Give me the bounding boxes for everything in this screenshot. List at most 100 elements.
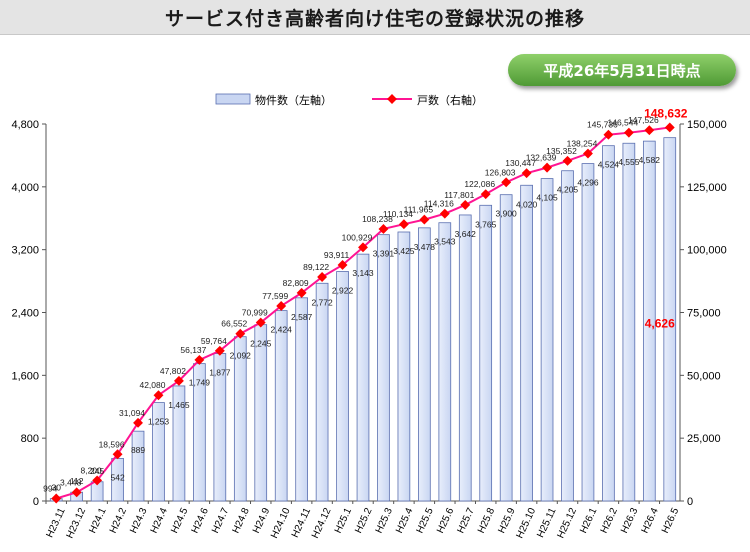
line-point (521, 168, 532, 179)
x-axis-tick-label: H26.5 (660, 506, 681, 535)
bar-data-label: 1,749 (189, 378, 211, 388)
bar (131, 430, 145, 502)
line-point (173, 375, 184, 386)
x-axis-tick-label: H24.7 (210, 506, 231, 535)
line-point (419, 214, 430, 225)
line-data-label: 59,764 (201, 336, 227, 346)
line-point (542, 162, 553, 173)
x-axis-tick-label: H23.12 (65, 506, 89, 540)
date-badge-text: 平成26年5月31日時点 (543, 62, 701, 80)
left-axis-tick-label: 4,000 (11, 182, 39, 194)
line-point (358, 242, 368, 253)
line-data-label: 146,544 (608, 118, 639, 128)
bar (172, 385, 186, 502)
line-data-label: 147,526 (628, 115, 659, 125)
x-axis-tick-label: H25.9 (496, 506, 517, 535)
x-axis-tick-label: H26.2 (599, 506, 620, 535)
bar (336, 271, 349, 502)
bar-data-label: 3,425 (393, 246, 415, 256)
x-axis-tick-label: H24.5 (169, 506, 190, 535)
line-data-label: 145,736 (587, 120, 618, 130)
line-point (337, 260, 348, 270)
bar-data-label: 245 (90, 466, 104, 476)
bar (642, 140, 656, 502)
line-data-label: 70,999 (242, 308, 268, 318)
bar (561, 170, 574, 502)
bar-data-label: 4,555 (618, 157, 640, 167)
line-point (235, 328, 246, 339)
x-axis-tick-label: H24.12 (310, 506, 334, 540)
bar-data-label: 1,877 (209, 368, 231, 378)
line-point (583, 148, 593, 159)
bar-data-label: 3,478 (414, 242, 436, 252)
bar-data-label: 2,922 (332, 286, 354, 296)
x-axis-tick-label: H24.9 (251, 506, 272, 535)
bar (295, 297, 308, 502)
line-series (51, 122, 675, 504)
right-axis-tick-label: 25,000 (687, 433, 721, 445)
line-data-label: 3,448 (60, 477, 82, 487)
line-data-label: 66,552 (221, 319, 247, 329)
bar (418, 227, 431, 502)
bar-data-label: 4,205 (557, 185, 579, 195)
legend-bar-swatch (215, 93, 251, 105)
bar-data-label: 2,245 (250, 339, 272, 349)
line-point (378, 224, 389, 234)
x-axis-tick-label: H25.1 (333, 506, 354, 535)
x-axis-tick-label: H25.12 (555, 506, 579, 540)
line-data-label: 42,080 (139, 380, 165, 390)
legend-bar-label: 物件数（左軸） (255, 93, 332, 107)
line-point (296, 287, 307, 298)
bar (315, 282, 329, 502)
bar-data-label: 3,900 (496, 209, 518, 219)
bar-data-label: 2,587 (291, 312, 313, 322)
x-axis-tick-label: H25.6 (435, 506, 456, 535)
bar (397, 231, 411, 502)
x-axis-tick-label: H26.4 (640, 506, 661, 535)
bar-data-label: 4,582 (639, 155, 661, 165)
bar (274, 310, 288, 502)
line-data-label: 130,447 (505, 158, 536, 168)
bar-data-label: 2,424 (271, 325, 293, 335)
left-axis-tick-label: 0 (33, 496, 39, 508)
right-axis-tick-label: 100,000 (687, 245, 727, 257)
x-axis-tick-label: H25.2 (353, 506, 374, 535)
right-axis-tick-label: 150,000 (687, 119, 727, 131)
line-data-label: 132,639 (526, 153, 557, 163)
bar (479, 204, 493, 502)
x-axis-tick-label: H25.4 (394, 506, 415, 535)
line-data-label: 31,094 (119, 408, 145, 418)
bar (233, 336, 247, 502)
bar-series (49, 137, 677, 502)
bar (152, 402, 165, 502)
right-axis-tick-label: 75,000 (687, 308, 721, 320)
line-data-label: 994 (43, 484, 57, 494)
bar (602, 145, 615, 502)
bar-data-label-latest: 4,626 (645, 317, 675, 331)
left-axis-tick-label: 3,200 (11, 245, 39, 257)
bar-data-label: 2,772 (311, 297, 333, 307)
date-badge: 平成26年5月31日時点 (508, 54, 736, 86)
line-point (439, 208, 450, 219)
line-data-label: 135,352 (546, 146, 577, 156)
left-axis-tick-label: 2,400 (11, 308, 39, 320)
bar-data-label: 3,543 (434, 237, 456, 247)
line-point (460, 199, 471, 210)
x-axis-tick-label: H24.4 (149, 506, 170, 535)
line-data-label: 108,238 (362, 214, 393, 224)
bar-data-label: 4,105 (536, 193, 558, 203)
line-point (51, 493, 62, 504)
line-point (644, 125, 655, 136)
line-data-label: 47,802 (160, 366, 186, 376)
left-axis-tick-label: 800 (21, 433, 39, 445)
line-point (153, 390, 164, 401)
bar-data-label: 889 (131, 445, 145, 455)
bar (520, 184, 533, 502)
bar (540, 178, 554, 502)
line-data-label: 100,929 (342, 232, 373, 242)
bar-data-label: 3,143 (352, 268, 374, 278)
bar-data-label: 30 (51, 483, 61, 493)
bar (438, 222, 452, 502)
